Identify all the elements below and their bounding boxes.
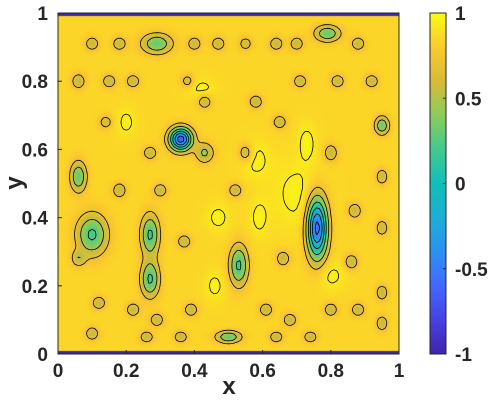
x-tick-label: 1	[394, 361, 405, 382]
y-tick-label: 0.4	[22, 209, 49, 230]
colorbar-tick-label: 0.5	[455, 89, 482, 110]
x-axis-label: x	[222, 373, 236, 400]
contour-level-4	[87, 128, 327, 284]
y-axis: 0 0.2 0.4 0.6 0.8 1	[22, 4, 62, 366]
plot-frame	[57, 12, 400, 355]
x-axis: 0 0.2 0.4 0.6 0.8 1	[53, 350, 405, 382]
x-tick-label: 0.6	[249, 361, 275, 382]
contour-level-2	[174, 133, 323, 244]
colorbar-ticks: 1 0.5 0 -0.5 -1	[443, 4, 488, 366]
y-tick-label: 0	[37, 345, 48, 366]
colorbar-tick-label: -1	[455, 345, 472, 366]
contour-level-1	[177, 135, 320, 236]
plot-area	[57, 12, 400, 355]
x-tick-label: 0.2	[113, 361, 139, 382]
y-axis-label: y	[1, 176, 28, 190]
x-tick-label: 0.8	[318, 361, 344, 382]
colorbar-gradient	[430, 13, 446, 354]
colorbar-tick-label: 1	[455, 4, 466, 25]
x-tick-label: 0.4	[181, 361, 208, 382]
heatmap-field	[58, 13, 399, 354]
contour-level-3	[172, 130, 325, 250]
y-tick-label: 0.2	[22, 277, 48, 298]
colorbar-tick-label: 0	[455, 175, 466, 196]
colorbar: 1 0.5 0 -0.5 -1	[429, 4, 488, 366]
y-tick-label: 0.6	[22, 140, 48, 161]
contour-level-6	[69, 24, 391, 345]
contour-level-5	[72, 27, 387, 342]
contour-level-7	[120, 82, 339, 295]
colorbar-tick-label: -0.5	[455, 260, 488, 281]
y-tick-label: 0.8	[22, 72, 48, 93]
x-tick-label: 0	[53, 361, 64, 382]
y-tick-label: 1	[37, 4, 48, 25]
contour-lines	[69, 24, 391, 345]
